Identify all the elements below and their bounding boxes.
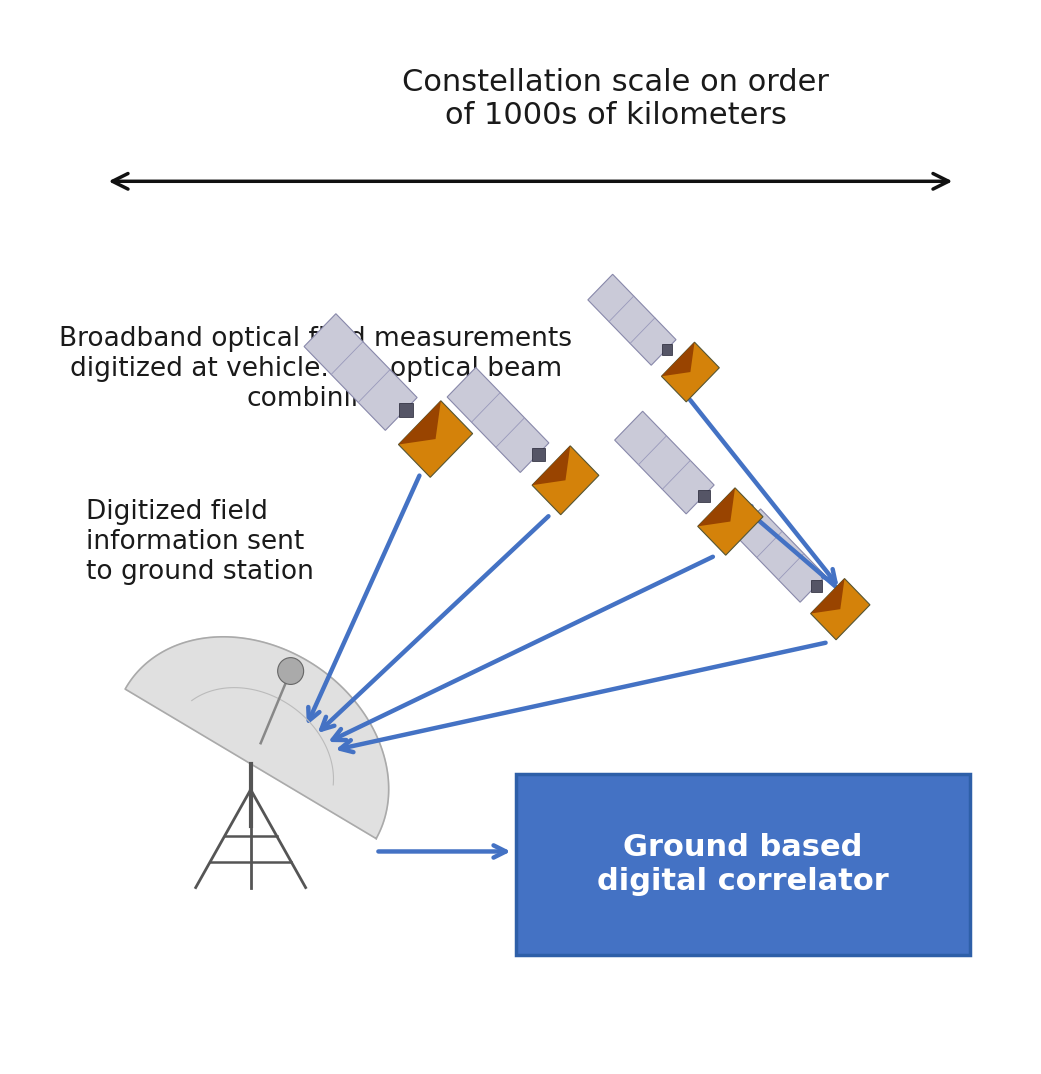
Polygon shape — [811, 579, 870, 640]
FancyBboxPatch shape — [515, 774, 970, 955]
Polygon shape — [448, 367, 549, 473]
Circle shape — [278, 657, 304, 684]
Polygon shape — [399, 401, 440, 445]
Polygon shape — [735, 509, 826, 603]
Polygon shape — [697, 488, 735, 526]
Polygon shape — [697, 488, 763, 555]
FancyBboxPatch shape — [811, 580, 822, 592]
Polygon shape — [125, 637, 388, 839]
Polygon shape — [811, 579, 844, 613]
Text: Ground based
digital correlator: Ground based digital correlator — [596, 833, 889, 896]
Polygon shape — [588, 274, 676, 365]
FancyBboxPatch shape — [399, 403, 412, 418]
Polygon shape — [532, 446, 599, 514]
Polygon shape — [661, 343, 719, 402]
FancyBboxPatch shape — [697, 490, 710, 503]
Polygon shape — [614, 411, 714, 513]
Polygon shape — [661, 343, 694, 376]
Text: Digitized field
information sent
to ground station: Digitized field information sent to grou… — [85, 499, 313, 585]
Polygon shape — [399, 401, 473, 477]
Text: Constellation scale on order
of 1000s of kilometers: Constellation scale on order of 1000s of… — [402, 68, 829, 130]
FancyBboxPatch shape — [661, 344, 672, 355]
Polygon shape — [304, 314, 417, 431]
Text: Broadband optical field measurements
digitized at vehicle.  No optical beam
comb: Broadband optical field measurements dig… — [59, 325, 573, 411]
FancyBboxPatch shape — [532, 448, 544, 461]
Polygon shape — [532, 446, 570, 485]
